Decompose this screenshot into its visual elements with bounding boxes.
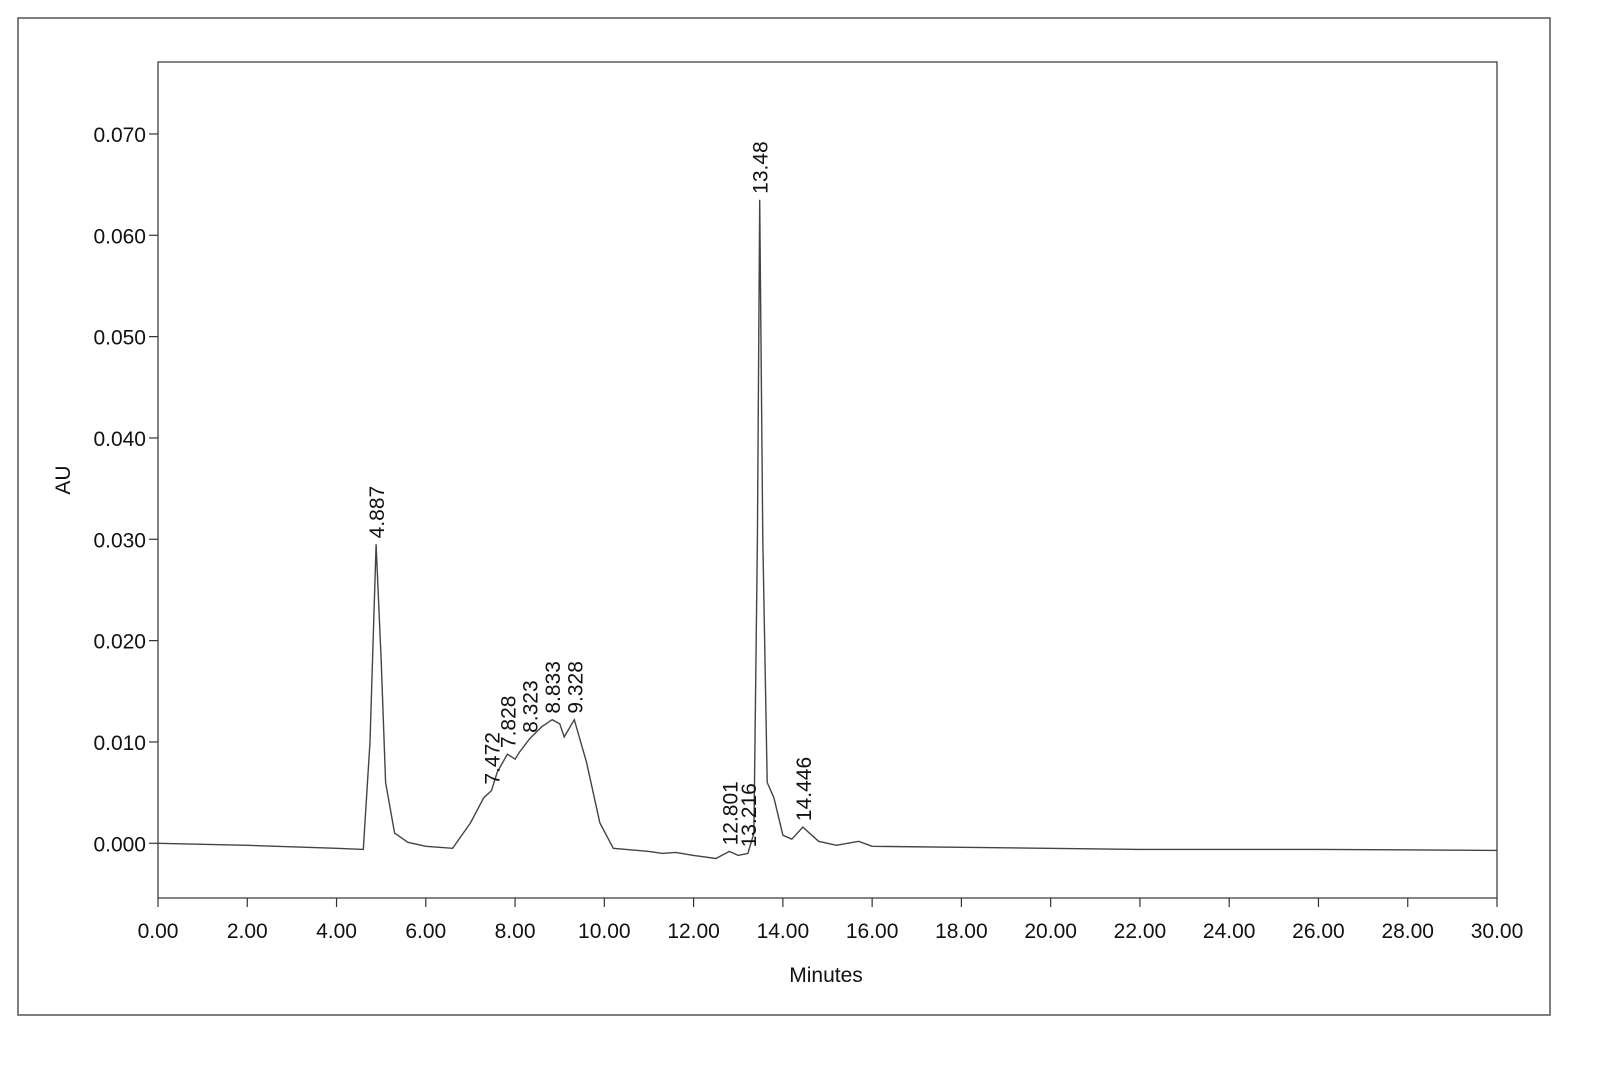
trace <box>157 199 1498 860</box>
x-tick-label: 10.00 <box>578 920 631 943</box>
y-tick-label: 0.040 <box>93 428 146 451</box>
x-tick-label: 18.00 <box>935 920 988 943</box>
peak-label: 7.472 <box>482 732 505 785</box>
x-tick-label: 6.00 <box>405 920 446 943</box>
x-axis-label: Minutes <box>789 964 863 987</box>
y-tick-label: 0.050 <box>93 327 146 350</box>
y-tick-label: 0.060 <box>93 225 146 248</box>
x-tick-label: 12.00 <box>667 920 720 943</box>
x-tick-label: 30.00 <box>1471 920 1524 943</box>
peak-label: 7.828 <box>497 696 520 749</box>
x-tick-label: 2.00 <box>227 920 268 943</box>
x-tick-label: 0.00 <box>138 920 179 943</box>
peak-label: 4.887 <box>366 486 389 539</box>
peak-label: 13.216 <box>738 783 761 847</box>
x-tick-label: 14.00 <box>757 920 810 943</box>
peak-label: 12.801 <box>719 781 742 845</box>
x-tick-label: 20.00 <box>1024 920 1077 943</box>
y-tick-label: 0.020 <box>93 631 146 654</box>
y-tick-label: 0.000 <box>93 833 146 856</box>
y-tick-label: 0.070 <box>93 124 146 147</box>
peak-label: 13.48 <box>750 141 773 194</box>
peak-label: 9.328 <box>564 661 587 714</box>
plot-frame <box>157 61 1498 899</box>
x-tick-label: 22.00 <box>1114 920 1167 943</box>
x-tick-label: 24.00 <box>1203 920 1256 943</box>
y-tick-label: 0.010 <box>93 732 146 755</box>
x-tick-label: 4.00 <box>316 920 357 943</box>
outer-frame <box>17 17 1551 1016</box>
y-axis-label: AU <box>52 465 75 494</box>
y-tick-label: 0.030 <box>93 529 146 552</box>
x-tick-label: 16.00 <box>846 920 899 943</box>
x-tick-label: 8.00 <box>495 920 536 943</box>
x-tick-label: 26.00 <box>1292 920 1345 943</box>
peak-label: 8.833 <box>542 661 565 714</box>
x-tick-label: 28.00 <box>1381 920 1434 943</box>
peak-label: 8.323 <box>519 680 542 733</box>
peak-label: 14.446 <box>793 757 816 821</box>
